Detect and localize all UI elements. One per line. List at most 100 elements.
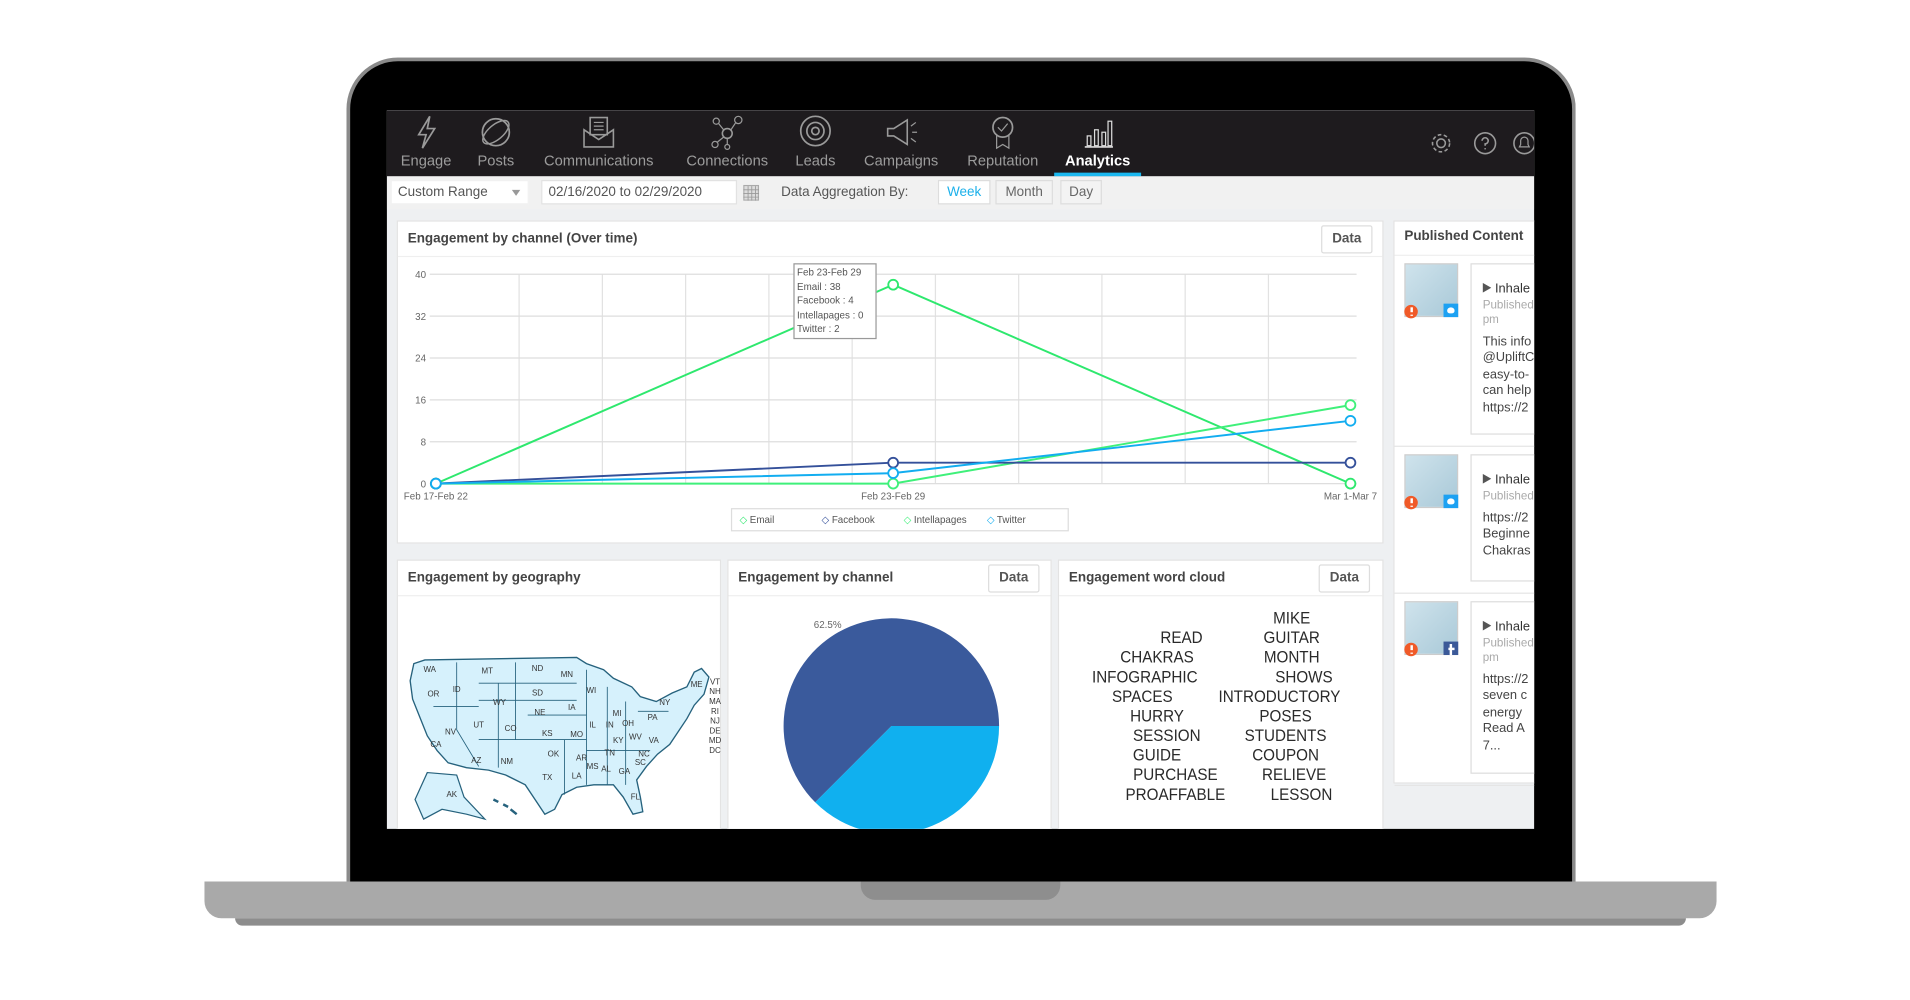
help-icon[interactable] <box>1473 131 1497 155</box>
tooltip-line: Twitter : 2 <box>797 323 840 335</box>
nav-campaigns[interactable]: Campaigns <box>858 110 944 176</box>
day-button[interactable]: Day <box>1060 179 1102 205</box>
post-preview-card[interactable]: Inhale Published pm https://2 seven c energy R… <box>1470 601 1535 774</box>
data-button[interactable]: Data <box>1318 564 1371 593</box>
post-body-line: https://2 <box>1482 509 1529 525</box>
published-item[interactable]: Inhale Published pm This info @UpliftC easy-t… <box>1394 255 1535 447</box>
range-select[interactable]: Custom Range <box>390 179 529 205</box>
word-cloud-word[interactable]: SPACES <box>1112 687 1173 706</box>
state-label-nc: NC <box>638 750 650 759</box>
word-cloud-word[interactable]: RELIEVE <box>1262 765 1327 784</box>
word-cloud-word[interactable]: INFOGRAPHIC <box>1091 667 1198 686</box>
laptop-notch <box>860 881 1061 900</box>
chart-tooltip: Feb 23-Feb 29 Email : 38 Facebook : 4 In… <box>793 263 877 340</box>
series-line-email <box>435 283 1351 485</box>
nav-label: Communications <box>543 151 654 169</box>
calendar-icon[interactable] <box>743 184 760 201</box>
state-label-or: OR <box>427 690 439 699</box>
word-cloud-word[interactable]: INTRODUCTORY <box>1218 687 1341 706</box>
post-title[interactable]: Inhale <box>1494 619 1530 635</box>
data-button[interactable]: Data <box>1321 225 1373 254</box>
state-label-mn: MN <box>561 670 574 679</box>
bell-icon[interactable] <box>1512 131 1535 155</box>
post-meta: Published <box>1482 489 1534 503</box>
state-label-il: IL <box>589 720 596 729</box>
nav-engage[interactable]: Engage <box>394 110 458 176</box>
state-label-ky: KY <box>613 736 624 745</box>
legend-item-facebook[interactable]: ◇ Facebook <box>822 514 875 525</box>
legend-item-twitter[interactable]: ◇ Twitter <box>987 514 1026 525</box>
card-header: Engagement by geography <box>397 561 720 597</box>
word-cloud-word[interactable]: SESSION <box>1133 726 1201 745</box>
legend-marker-icon: ◇ <box>821 514 830 526</box>
word-cloud-word[interactable]: CHAKRAS <box>1120 647 1194 667</box>
card-title: Engagement by channel <box>738 570 894 586</box>
published-item[interactable]: Inhale Published pm https://2 seven c energy R… <box>1394 593 1535 787</box>
card-header: Engagement word cloud Data <box>1059 561 1383 597</box>
state-label-sc: SC <box>635 758 646 767</box>
state-label-pa: PA <box>648 713 659 722</box>
geography-card: Engagement by geography WA MT ND MN OR ID SD WI… <box>396 559 722 829</box>
x-tick-label: Feb 17-Feb 22 <box>404 492 468 503</box>
word-cloud-word[interactable]: POSES <box>1259 706 1312 726</box>
word-cloud-word[interactable]: PROAFFABLE <box>1125 785 1226 804</box>
state-label-ri: RI <box>711 707 719 716</box>
post-title[interactable]: Inhale <box>1494 472 1530 488</box>
published-item[interactable]: Inhale Published https://2 Beginne Chakras <box>1394 446 1535 594</box>
play-icon <box>1482 473 1492 484</box>
word-cloud-word[interactable]: MIKE <box>1273 608 1311 628</box>
post-body-line: https://2 <box>1482 399 1529 415</box>
alaska-shape <box>414 771 487 821</box>
state-label-md: MD <box>709 736 722 745</box>
week-button[interactable]: Week <box>937 179 991 205</box>
date-range-input[interactable]: 02/16/2020 to 02/29/2020 <box>541 179 738 205</box>
post-title[interactable]: Inhale <box>1494 281 1530 297</box>
month-button[interactable]: Month <box>995 179 1053 205</box>
card-header: Published Content <box>1394 222 1535 256</box>
nav-label: Campaigns <box>863 151 939 169</box>
state-label-ut: UT <box>473 720 484 729</box>
state-label-nd: ND <box>532 664 544 673</box>
word-cloud-word[interactable]: STUDENTS <box>1244 726 1327 745</box>
post-body-line: easy-to- <box>1482 366 1530 382</box>
word-cloud-word[interactable]: MONTH <box>1263 647 1320 667</box>
word-cloud-word[interactable]: GUITAR <box>1263 628 1320 647</box>
state-label-mo: MO <box>570 730 583 739</box>
data-point-intellapages <box>887 477 899 490</box>
data-button[interactable]: Data <box>988 564 1040 593</box>
nav-leads[interactable]: Leads <box>791 110 840 176</box>
over-time-card: Engagement by channel (Over time) Data 0… <box>396 220 1384 544</box>
word-cloud-word[interactable]: READ <box>1160 628 1203 647</box>
state-label-wi: WI <box>587 686 597 695</box>
post-meta: Published <box>1482 636 1534 650</box>
state-label-la: LA <box>572 772 582 781</box>
nav-reputation[interactable]: Reputation <box>960 110 1046 176</box>
post-body-line: seven c <box>1482 688 1528 703</box>
state-label-ny: NY <box>659 698 671 707</box>
gear-icon[interactable] <box>1429 131 1453 155</box>
state-label-wy: WY <box>493 698 506 707</box>
nav-analytics[interactable]: Analytics <box>1054 110 1142 177</box>
legend-marker-icon: ◇ <box>739 514 748 526</box>
post-preview-card[interactable]: Inhale Published pm This info @UpliftC easy-t… <box>1470 263 1535 435</box>
word-cloud-word[interactable]: GUIDE <box>1132 745 1182 765</box>
nav-connections[interactable]: Connections <box>678 110 776 176</box>
legend-marker-icon: ◇ <box>986 514 995 526</box>
twitter-icon <box>1443 494 1459 509</box>
nav-communications[interactable]: Communications <box>537 110 659 176</box>
data-point-facebook <box>1344 456 1357 469</box>
post-preview-card[interactable]: Inhale Published https://2 Beginne Chakras <box>1470 454 1535 582</box>
state-label-ks: KS <box>542 729 553 738</box>
megaphone-icon <box>886 118 918 146</box>
word-cloud-word[interactable]: PURCHASE <box>1133 765 1218 784</box>
state-label-nv: NV <box>445 728 457 737</box>
word-cloud-word[interactable]: LESSON <box>1270 785 1333 804</box>
legend-item-intellapages[interactable]: ◇ Intellapages <box>904 514 967 525</box>
nav-posts[interactable]: Posts <box>470 110 521 176</box>
word-cloud-word[interactable]: COUPON <box>1252 745 1319 765</box>
word-cloud-word[interactable]: HURRY <box>1130 706 1184 726</box>
word-cloud-word[interactable]: SHOWS <box>1275 667 1333 686</box>
legend-item-email[interactable]: ◇ Email <box>740 514 775 525</box>
